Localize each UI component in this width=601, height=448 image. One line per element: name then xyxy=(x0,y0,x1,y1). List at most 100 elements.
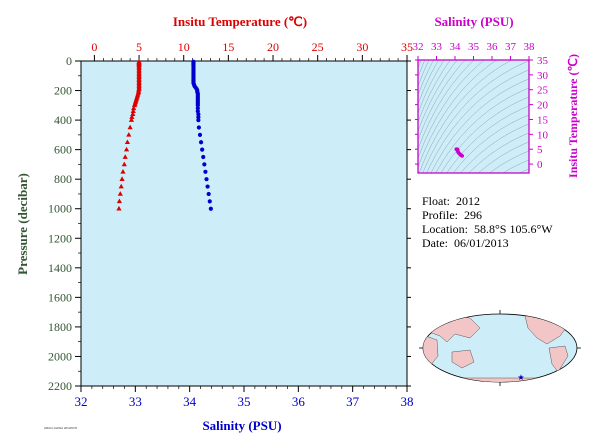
density-contours xyxy=(408,0,549,173)
pressure-tick-label: 800 xyxy=(54,172,72,186)
density-contour xyxy=(440,96,529,173)
density-contour xyxy=(408,0,549,64)
salinity-tick-label: 33 xyxy=(129,394,142,409)
ts-x-tick-label: 37 xyxy=(505,41,517,53)
density-contour xyxy=(422,60,529,173)
profile-label: Profile: xyxy=(422,208,458,222)
salinity-point xyxy=(196,115,201,120)
pressure-tick-label: 2200 xyxy=(48,379,72,393)
salinity-point xyxy=(200,147,205,152)
temp-tick-label: 10 xyxy=(178,40,190,54)
temperature-point xyxy=(130,108,136,114)
ts-diagram-background xyxy=(418,60,529,173)
ts-points xyxy=(454,147,465,158)
ts-temperature-axis: 0 5 10 15 20 25 30 35 xyxy=(415,55,549,171)
salinity-point xyxy=(206,191,211,197)
density-contour xyxy=(468,132,529,173)
float-label: Float: xyxy=(422,194,451,208)
salinity-tick-label: 35 xyxy=(238,394,251,409)
ts-y-tick-label: 30 xyxy=(537,70,549,82)
pressure-tick-label: 1000 xyxy=(48,202,72,216)
ts-y-tick-label: 20 xyxy=(537,100,549,112)
pressure-tick-label: 400 xyxy=(54,113,72,127)
date-row: Date: 06/01/2013 xyxy=(422,236,553,250)
ts-y-tick-label: 5 xyxy=(537,144,543,156)
ts-x-tick-label: 38 xyxy=(524,41,536,53)
temperature-point xyxy=(120,168,126,174)
salinity-tick-label: 38 xyxy=(401,394,414,409)
ts-point xyxy=(460,154,465,158)
profile-plot-background xyxy=(80,60,408,387)
salinity-tick-label: 36 xyxy=(292,394,306,409)
profile-row: Profile: 296 xyxy=(422,208,553,222)
salinity-point xyxy=(202,162,207,167)
pressure-axis-title: Pressure (decibar) xyxy=(15,173,30,275)
temperature-point xyxy=(122,154,128,159)
footer-stamp: ARGO-CHINA 2013/07/0 xyxy=(44,426,78,430)
pressure-tick-label: 600 xyxy=(54,143,72,157)
ts-y-tick-label: 25 xyxy=(537,85,549,97)
temperature-point xyxy=(127,124,133,130)
land-australia xyxy=(451,349,475,369)
salinity-point xyxy=(195,103,200,108)
temp-tick-label: 20 xyxy=(267,40,279,54)
location-label: Location: xyxy=(422,222,468,236)
land-south-america xyxy=(548,345,569,373)
location-row: Location: 58.8°S 105.6°W xyxy=(422,222,553,236)
density-contour xyxy=(418,60,485,159)
temp-tick-label: 15 xyxy=(222,40,234,54)
density-contour xyxy=(435,87,529,173)
temperature-point xyxy=(130,111,136,116)
salinity-bottom-axis: 32 33 34 35 36 37 38 xyxy=(75,386,414,409)
location-value: 58.8°S 105.6°W xyxy=(473,222,553,236)
map-ticks xyxy=(419,310,581,386)
ts-y-tick-label: 10 xyxy=(537,129,549,141)
pressure-tick-label: 1200 xyxy=(48,231,72,245)
density-contour xyxy=(478,141,529,173)
profile-plot: 0 5 10 15 20 25 30 35 32 33 34 35 36 37 38 0 200 400 600… xyxy=(15,14,414,433)
density-contour xyxy=(418,60,498,168)
density-contour xyxy=(453,114,529,173)
ts-y-tick-label: 0 xyxy=(537,159,543,171)
salinity-tick-label: 32 xyxy=(75,394,88,409)
float-value: 2012 xyxy=(456,194,481,208)
salinity-axis-title: Salinity (PSU) xyxy=(202,418,281,433)
temperature-point xyxy=(119,176,125,181)
ts-x-tick-label: 33 xyxy=(431,41,443,53)
salinity-point xyxy=(204,177,209,182)
ts-x-tick-label: 35 xyxy=(468,41,480,53)
ts-x-tick-label: 36 xyxy=(487,41,499,53)
density-contour xyxy=(418,60,466,141)
salinity-point xyxy=(207,199,212,204)
float-location-marker: ★ xyxy=(517,373,524,382)
salinity-series xyxy=(191,59,213,211)
temperature-point xyxy=(121,161,127,167)
date-label: Date: xyxy=(422,236,448,250)
salinity-point xyxy=(208,206,213,211)
temp-tick-label: 30 xyxy=(356,40,368,54)
salinity-tick-label: 34 xyxy=(183,394,197,409)
temperature-series xyxy=(116,58,142,211)
temp-tick-label: 0 xyxy=(91,40,97,54)
density-contour xyxy=(502,159,529,173)
temp-tick-label: 25 xyxy=(312,40,324,54)
temperature-point xyxy=(129,114,135,119)
salinity-point xyxy=(197,132,203,137)
salinity-point xyxy=(195,106,200,111)
pressure-tick-label: 1800 xyxy=(48,320,72,334)
ts-x-tick-label: 34 xyxy=(450,41,462,53)
temperature-point xyxy=(128,117,135,122)
temperature-point xyxy=(116,198,123,204)
salinity-point xyxy=(198,140,204,145)
salinity-point xyxy=(201,154,206,160)
temperature-axis-title: Insitu Temperature (℃) xyxy=(173,14,307,29)
temp-tick-label: 5 xyxy=(136,40,142,54)
salinity-point xyxy=(196,125,202,130)
density-contour xyxy=(426,69,529,173)
salinity-point xyxy=(205,184,210,189)
density-contour xyxy=(489,150,529,173)
ts-salinity-axis: 32 33 34 35 36 37 38 xyxy=(413,41,536,60)
density-contour xyxy=(418,60,512,173)
temperature-top-axis: 0 5 10 15 20 25 30 35 xyxy=(91,40,413,61)
